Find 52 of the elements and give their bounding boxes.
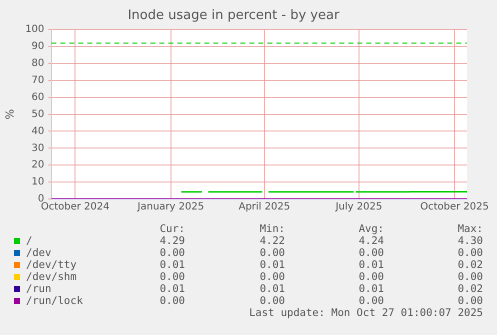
text: 0.02: [458, 259, 483, 271]
text: 0.00: [458, 271, 483, 283]
text: 4.30: [458, 235, 483, 247]
legend-label: /dev: [26, 247, 52, 259]
y-tick-label: 60: [32, 92, 44, 103]
x-tick-label: January 2025: [136, 202, 204, 213]
x-tick-label: July 2025: [334, 202, 382, 213]
y-tick-label: 90: [32, 41, 44, 52]
text: 0.01: [160, 283, 185, 295]
y-tick-label: 50: [32, 108, 44, 120]
x-tick-label: October 2024: [40, 202, 110, 213]
y-tick-label: 10: [32, 176, 44, 188]
x-tick-label: April 2025: [238, 202, 290, 213]
text: 0.00: [358, 295, 384, 307]
legend-label: /dev/shm: [26, 271, 77, 283]
text: 0.00: [260, 247, 285, 259]
text: 0.00: [160, 271, 185, 283]
chart-title: Inode usage in percent - by year: [128, 8, 340, 24]
y-tick-label: 40: [32, 126, 44, 137]
text: 4.22: [260, 235, 285, 247]
text: 0.00: [160, 295, 185, 307]
text: 0.00: [260, 295, 285, 307]
text: Last update: Mon Oct 27 01:00:07 2025: [249, 307, 483, 319]
legend-label: /run/lock: [26, 295, 83, 307]
text: 0.01: [260, 283, 285, 295]
text: 0.00: [260, 271, 285, 283]
text: Max:: [458, 223, 483, 235]
text: 0.00: [358, 247, 384, 259]
text: 0.00: [160, 247, 185, 259]
text: Avg:: [358, 223, 384, 235]
y-tick-label: 30: [32, 142, 44, 154]
y-tick-label: 100: [25, 24, 44, 36]
text: 0.00: [458, 295, 483, 307]
text: 0.01: [358, 259, 384, 271]
text: 4.29: [160, 235, 185, 247]
text: 0.01: [358, 283, 384, 295]
text: 0.00: [458, 247, 483, 259]
text: 0.00: [358, 271, 384, 283]
legend-label: /run: [26, 283, 52, 295]
y-tick-label: 20: [32, 160, 44, 171]
y-axis-title: %: [3, 109, 16, 120]
text: 4.24: [358, 235, 384, 247]
text: Cur:: [160, 223, 185, 235]
text: Min:: [260, 223, 285, 235]
text: 0.01: [260, 259, 285, 271]
text: 0.02: [458, 283, 483, 295]
legend-label: /: [26, 235, 32, 247]
x-tick-label: October 2025: [420, 202, 489, 213]
y-tick-label: 70: [32, 75, 44, 86]
legend-label: /dev/tty: [26, 259, 77, 271]
y-tick-label: 80: [32, 58, 44, 70]
text: 0.01: [160, 259, 185, 271]
